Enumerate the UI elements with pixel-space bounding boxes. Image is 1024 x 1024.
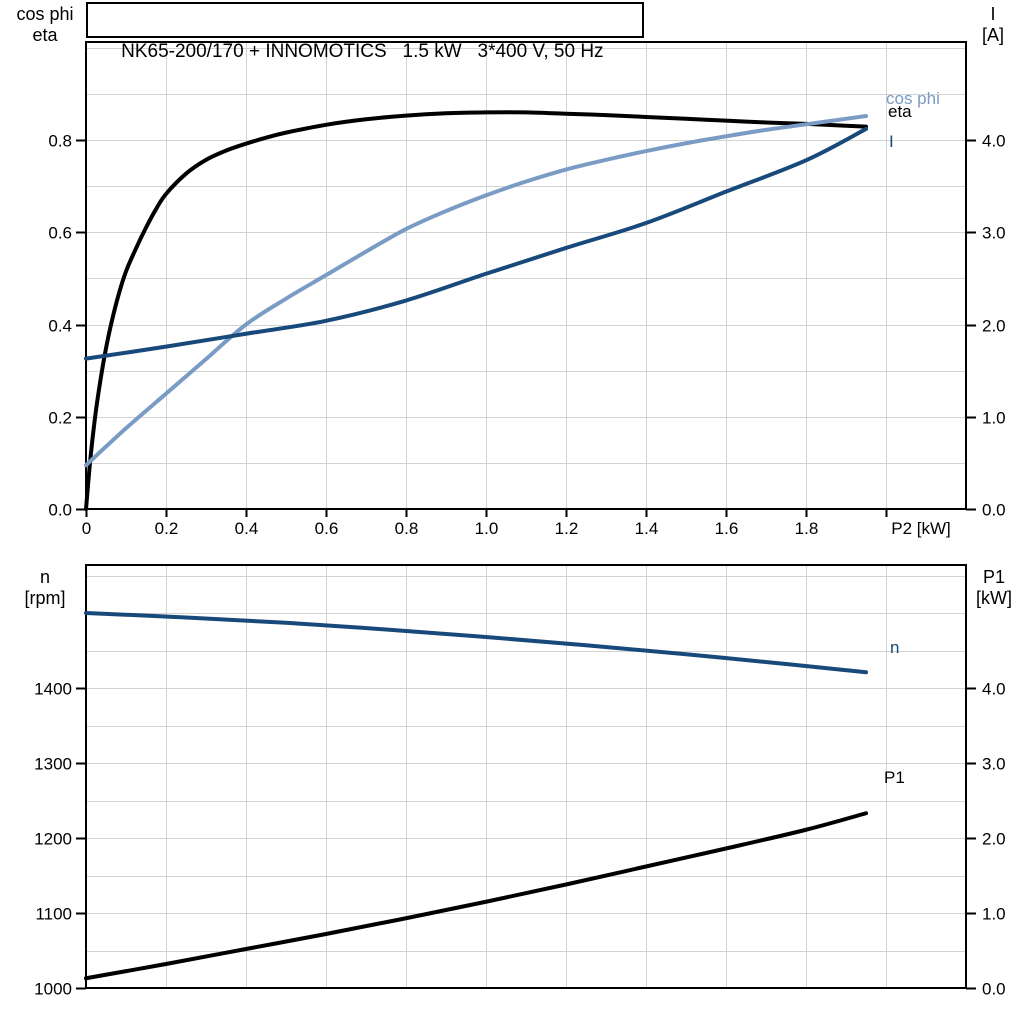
tick-label-left: 1400 — [34, 680, 72, 699]
curve-current — [84, 126, 868, 361]
left-axis-title-line1: cos phi — [16, 4, 74, 24]
right-axis-title-line2: [A] — [981, 25, 1004, 45]
tick-label-left: 1300 — [34, 755, 72, 774]
plot-frame — [85, 564, 967, 989]
tick-label-left: 0.6 — [48, 224, 72, 243]
tick-label-x: 1.4 — [635, 519, 659, 538]
tick-label-left: 1100 — [35, 905, 72, 924]
plot-frame — [85, 41, 967, 510]
top-left-axis-title: cos phi eta — [6, 4, 84, 46]
x-axis-unit-label: P2 [kW] — [891, 519, 951, 538]
tick-label-right: 2.0 — [982, 830, 1006, 849]
bottom-right-axis-title: P1 [kW] — [964, 567, 1024, 609]
chart-title: NK65-200/170 + INNOMOTICS 1.5 kW 3*400 V… — [121, 41, 604, 62]
left-axis-title-line2: eta — [32, 25, 58, 45]
tick-label-left: 0.0 — [48, 501, 72, 520]
curve-label-cos_phi: cos phi — [886, 89, 940, 108]
curve-label-power: P1 — [884, 768, 905, 787]
curve-label-eta: eta — [888, 102, 912, 121]
tick-label-left: 0.4 — [48, 317, 72, 336]
tick-label-right: 3.0 — [982, 224, 1006, 243]
power-axis-title-line2: [kW] — [976, 588, 1012, 608]
tick-label-right: 4.0 — [982, 680, 1006, 699]
tick-label-right: 1.0 — [982, 905, 1006, 924]
curve-label-current: I — [889, 132, 894, 151]
curve-power — [84, 811, 868, 981]
tick-label-x: 1.0 — [475, 519, 499, 538]
tick-label-right: 2.0 — [982, 317, 1006, 336]
bottom-left-axis-title: n [rpm] — [6, 567, 84, 609]
tick-label-left: 1000 — [34, 980, 72, 999]
tick-label-right: 3.0 — [982, 755, 1006, 774]
tick-label-x: 1.6 — [715, 519, 739, 538]
tick-label-right: 0.0 — [982, 980, 1006, 999]
tick-label-x: 0.2 — [155, 519, 179, 538]
curve-eta — [84, 110, 868, 511]
speed-axis-title-line2: [rpm] — [24, 588, 66, 608]
tick-label-x: 0.6 — [315, 519, 339, 538]
tick-label-x: 0.4 — [235, 519, 259, 538]
power-axis-title-line1: P1 — [982, 567, 1006, 587]
tick-label-left: 1200 — [34, 830, 72, 849]
tick-label-right: 1.0 — [982, 409, 1006, 428]
tick-label-right: 0.0 — [982, 501, 1006, 520]
top-right-axis-title: I [A] — [964, 4, 1022, 46]
tick-label-left: 0.2 — [48, 409, 72, 428]
tick-label-right: 4.0 — [982, 132, 1006, 151]
right-axis-title-line1: I — [990, 4, 996, 24]
chart-title-box: NK65-200/170 + INNOMOTICS 1.5 kW 3*400 V… — [86, 2, 644, 62]
speed-axis-title-line1: n — [39, 567, 50, 587]
tick-label-x: 1.2 — [555, 519, 579, 538]
tick-label-x: 0.8 — [395, 519, 419, 538]
curve-speed — [84, 611, 868, 675]
tick-label-x: 1.8 — [795, 519, 819, 538]
tick-label-x: 0 — [82, 519, 91, 538]
tick-label-left: 0.8 — [48, 132, 72, 151]
curve-label-speed: n — [890, 638, 899, 657]
curve-cos_phi — [84, 114, 868, 468]
